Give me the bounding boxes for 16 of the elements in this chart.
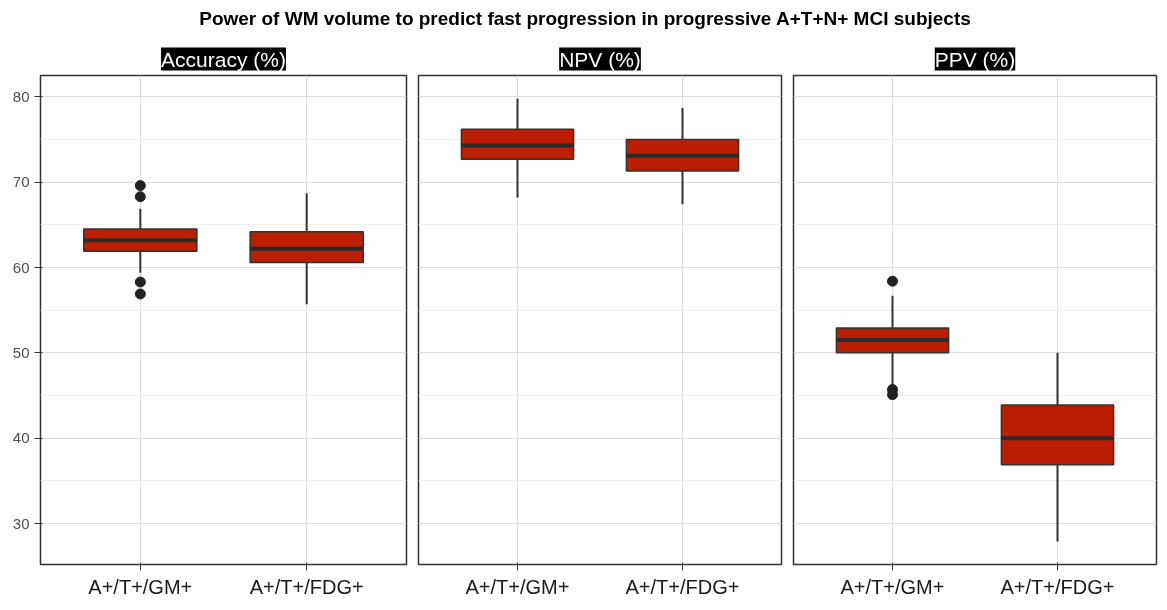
y-tick-label: 80 [12,87,30,105]
y-tick-label: 60 [12,258,30,276]
y-tick-label: 40 [12,429,30,447]
y-tick-label: 50 [12,343,30,361]
y-tick-label: 30 [12,514,30,532]
x-tick-label: A+/T+/FDG+ [1000,575,1115,598]
chart-title: NPV (%) [559,47,641,71]
text: Power of WM volume to predict fast progression in progressive A+T+N+ MCI subjects [199,7,971,31]
x-tick-label: A+/T+/GM+ [465,575,570,598]
chart-title: Accuracy (%) [161,47,286,71]
x-tick-label: A+/T+/GM+ [88,575,193,598]
x-tick-label: A+/T+/GM+ [840,575,945,598]
chart-title: PPV (%) [934,47,1016,71]
x-tick-label: A+/T+/FDG+ [625,575,740,598]
x-tick-label: A+/T+/FDG+ [249,575,364,598]
y-tick-label: 70 [12,173,30,191]
